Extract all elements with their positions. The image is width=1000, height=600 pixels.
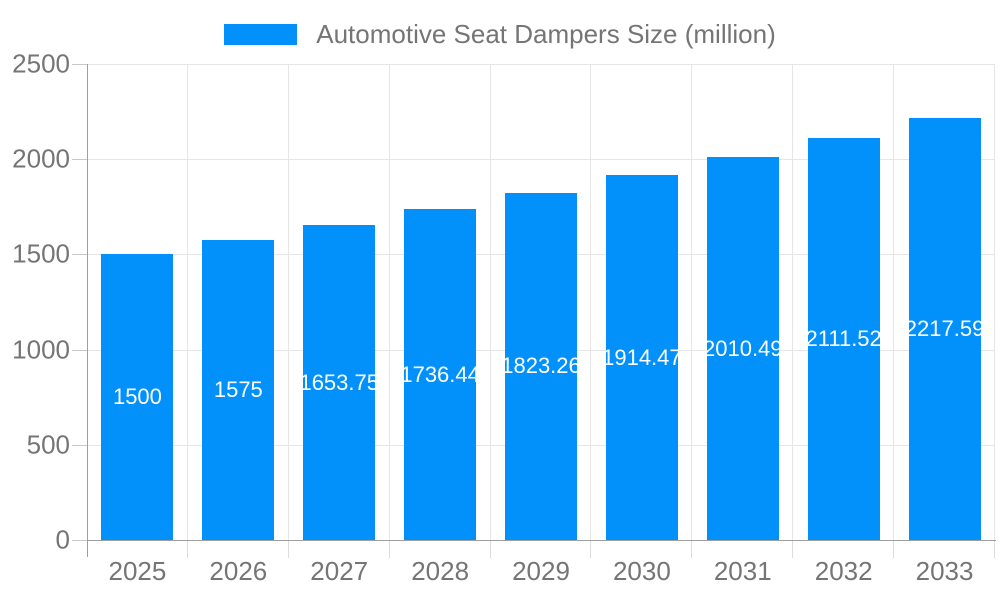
bar-value-label: 2010.49 bbox=[706, 335, 779, 361]
bar-2029[interactable]: 1823.26 bbox=[505, 192, 577, 540]
y-axis-tick bbox=[72, 540, 87, 541]
gridline-vertical bbox=[186, 64, 188, 540]
gridline-vertical bbox=[994, 64, 995, 540]
gridline-vertical bbox=[590, 64, 592, 540]
bar-value-label: 1823.26 bbox=[505, 353, 577, 379]
gridline-vertical bbox=[792, 64, 794, 540]
x-axis-tick bbox=[186, 541, 188, 558]
gridline-vertical bbox=[388, 64, 390, 540]
y-axis-tick bbox=[72, 254, 87, 256]
x-axis-label: 2032 bbox=[814, 556, 873, 586]
legend-swatch bbox=[224, 23, 298, 45]
bar-value-label: 1575 bbox=[213, 377, 263, 403]
bar-2030[interactable]: 1914.47 bbox=[605, 175, 678, 540]
bar-2032[interactable]: 2111.52 bbox=[807, 137, 880, 540]
bar-value-label: 1914.47 bbox=[605, 344, 678, 370]
y-axis-tick bbox=[72, 349, 87, 351]
gridline-horizontal bbox=[87, 64, 995, 65]
bar-2027[interactable]: 1653.75 bbox=[303, 225, 376, 540]
x-axis-label: 2031 bbox=[713, 556, 772, 586]
plot-area: 1500 1575 1653.75 1736.44 1823.26 1914.47 2010… bbox=[87, 64, 995, 540]
legend: Automotive Seat Dampers Size (million) bbox=[0, 18, 1000, 49]
x-axis-tick bbox=[489, 541, 491, 558]
x-axis-tick bbox=[792, 541, 794, 558]
y-axis-label: 2000 bbox=[12, 143, 70, 174]
y-axis-label: 1500 bbox=[12, 238, 70, 269]
x-axis-label: 2030 bbox=[612, 556, 671, 586]
bar-value-label: 2111.52 bbox=[807, 325, 880, 351]
x-axis-tick bbox=[994, 541, 995, 558]
x-axis-label: 2025 bbox=[108, 556, 167, 586]
gridline-horizontal bbox=[87, 159, 995, 161]
y-axis-label: 1000 bbox=[12, 334, 70, 365]
gridline-vertical bbox=[287, 64, 289, 540]
x-axis-label: 2026 bbox=[209, 556, 268, 586]
x-axis-label: 2033 bbox=[915, 556, 974, 586]
gridline-vertical bbox=[893, 64, 895, 540]
y-axis-tick bbox=[72, 159, 87, 161]
gridline-vertical bbox=[691, 64, 693, 540]
gridline-vertical bbox=[489, 64, 491, 540]
y-axis-label: 500 bbox=[26, 429, 70, 460]
bar-2033[interactable]: 2217.59 bbox=[908, 117, 981, 540]
bar-value-label: 2217.59 bbox=[908, 315, 981, 341]
x-axis-tick bbox=[590, 541, 592, 558]
y-axis-label: 0 bbox=[55, 524, 70, 555]
x-axis-label: 2027 bbox=[310, 556, 369, 586]
bar-2028[interactable]: 1736.44 bbox=[404, 209, 477, 540]
x-axis-tick bbox=[691, 541, 693, 558]
bar-value-label: 1736.44 bbox=[404, 361, 477, 387]
bar-value-label: 1653.75 bbox=[303, 369, 376, 395]
bar-2031[interactable]: 2010.49 bbox=[706, 157, 779, 540]
y-axis-tick bbox=[72, 64, 87, 65]
x-axis-line bbox=[87, 540, 996, 541]
y-axis-tick bbox=[72, 444, 87, 446]
x-axis-tick bbox=[893, 541, 895, 558]
bar-2025[interactable]: 1500 bbox=[101, 254, 174, 540]
bar-2026[interactable]: 1575 bbox=[202, 240, 275, 540]
x-axis-label: 2029 bbox=[512, 556, 570, 586]
x-axis-label: 2028 bbox=[411, 556, 470, 586]
y-axis-label: 2500 bbox=[12, 48, 70, 79]
legend-label: Automotive Seat Dampers Size (million) bbox=[316, 18, 776, 49]
y-axis-line bbox=[87, 64, 88, 557]
bar-value-label: 1500 bbox=[112, 384, 162, 410]
x-axis-tick bbox=[287, 541, 289, 558]
x-axis-tick bbox=[388, 541, 390, 558]
